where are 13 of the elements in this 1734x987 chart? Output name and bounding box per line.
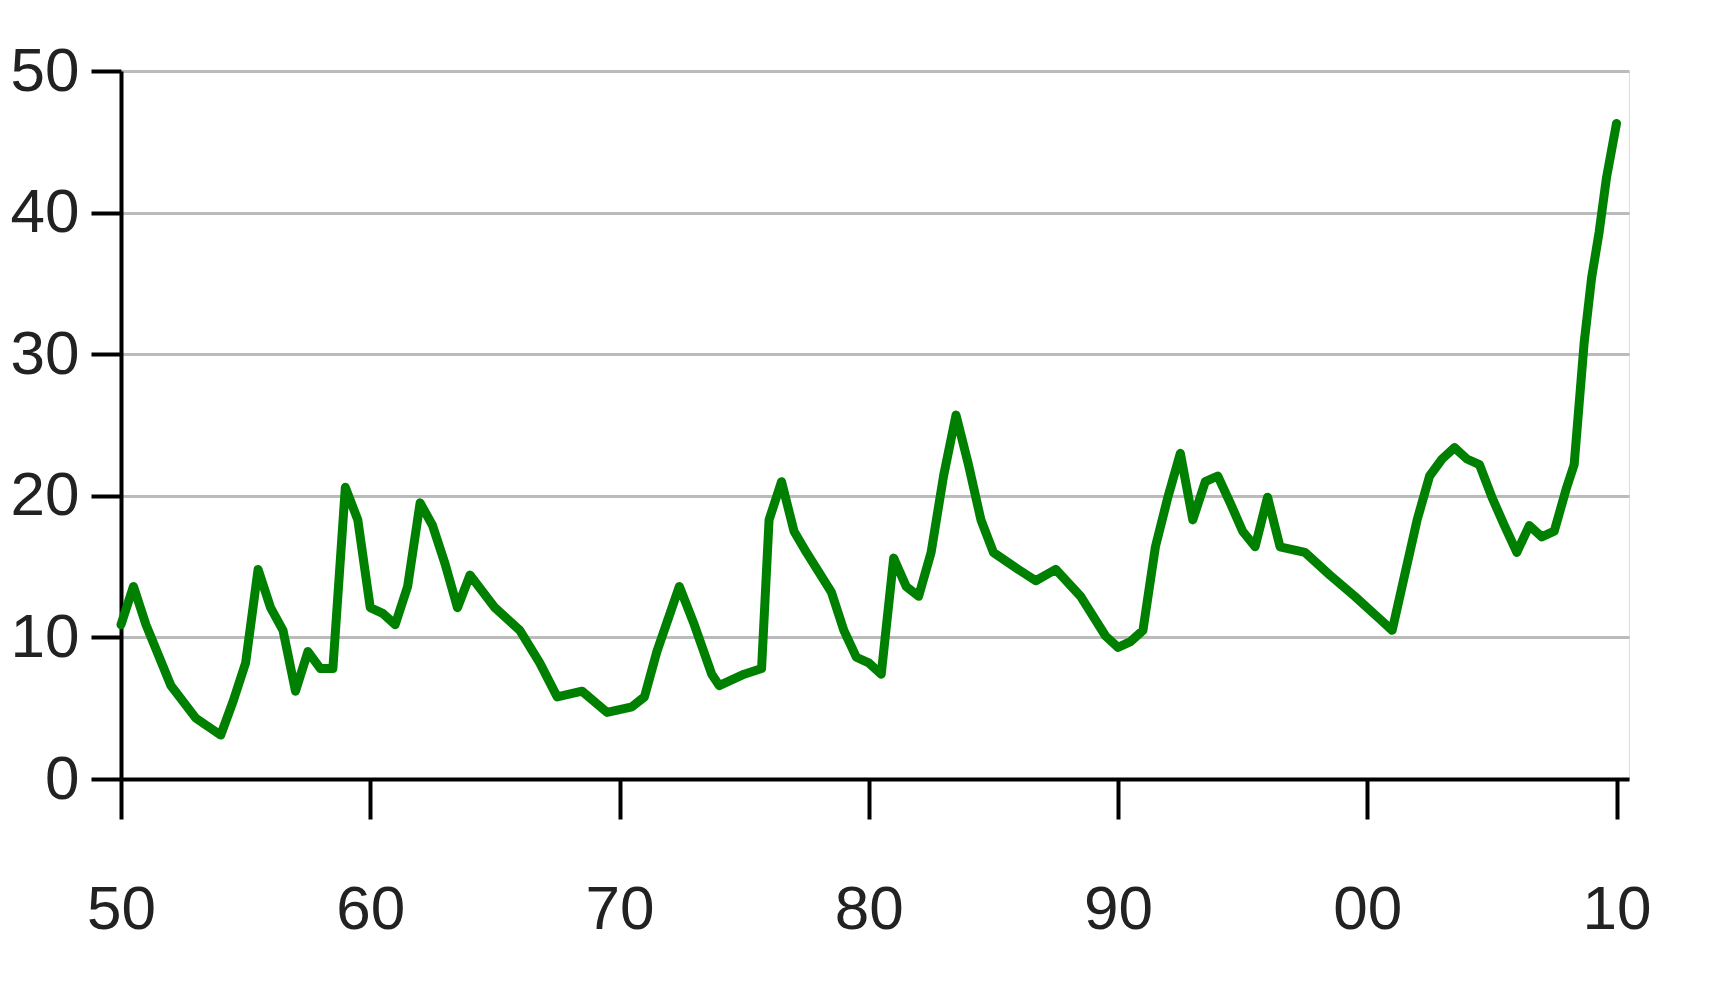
x-tick-label: 00: [1333, 872, 1403, 942]
x-tick-label: 90: [1084, 872, 1154, 942]
x-tick-label: 80: [834, 872, 904, 942]
y-tick-label: 10: [10, 600, 80, 670]
x-tick-label: 10: [1582, 872, 1652, 942]
x-tick-label: 50: [87, 872, 156, 942]
x-tick-label: 70: [585, 872, 655, 942]
y-tick-label: 30: [10, 317, 80, 387]
y-tick-label: 40: [10, 176, 80, 246]
x-tick-label: 60: [336, 872, 406, 942]
y-tick-label: 20: [10, 459, 80, 529]
y-tick-label: 50: [10, 34, 80, 104]
y-tick-label: 0: [45, 742, 80, 812]
